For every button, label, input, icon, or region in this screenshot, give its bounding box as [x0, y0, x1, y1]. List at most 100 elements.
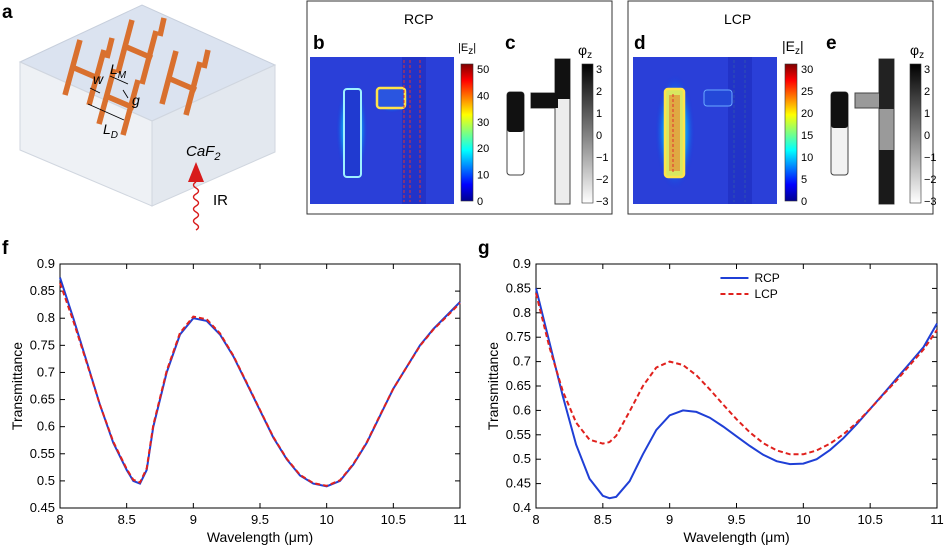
- lcp-field-map: [633, 57, 777, 204]
- x-tick-label: 10: [796, 512, 810, 527]
- y-tick-label: 0.7: [513, 354, 531, 369]
- antenna-array: [62, 17, 211, 136]
- x-tick-label: 8: [532, 512, 539, 527]
- x-tick-label: 9: [666, 512, 673, 527]
- schematic: w LM g LD CaF2 IR: [18, 4, 277, 231]
- y-axis-label: Transmittance: [9, 342, 25, 430]
- y-tick-label: 0.5: [37, 473, 55, 488]
- rcp-phi-colorbar-label: φz: [578, 42, 592, 61]
- panel-label-f: f: [2, 238, 9, 259]
- x-tick-label: 11: [930, 512, 944, 527]
- lcp-phi-tick: −3: [924, 196, 937, 208]
- x-axis-label: Wavelength (μm): [683, 529, 789, 545]
- ir-label: IR: [213, 192, 228, 209]
- panel-label-a: a: [2, 2, 13, 23]
- rcp-phi-tick: −3: [596, 196, 609, 208]
- legend-label-lcp: LCP: [754, 287, 777, 301]
- y-tick-label: 0.75: [506, 329, 531, 344]
- y-tick-label: 0.75: [30, 337, 55, 352]
- chart-g-plot-area: [535, 263, 938, 509]
- lcp-e-colorbar-ticks: 30 25 20 15 10 5 0: [801, 64, 813, 208]
- lcp-e-tick: 10: [801, 152, 813, 164]
- chart-f: 8 8.5 9 9.5 10 10.5 11 0.45 0.5 0.55 0.6 0.65 0.7 0.7…: [9, 256, 467, 545]
- rcp-phi-tick: −2: [596, 174, 609, 186]
- rcp-phi-tick: 1: [596, 108, 602, 120]
- chart-g: 8 8.5 9 9.5 10 10.5 11 0.4 0.45 0.5 0.55 0.6 0.65 0.7…: [485, 256, 944, 545]
- y-tick-label: 0.5: [513, 451, 531, 466]
- rcp-e-tick: 10: [477, 170, 489, 182]
- rcp-phi-tick: 0: [596, 130, 602, 142]
- lcp-phi-tick: 1: [924, 108, 930, 120]
- lcp-phi-tick: −2: [924, 174, 937, 186]
- x-tick-label: 10: [319, 512, 333, 527]
- x-tick-label: 10.5: [858, 512, 883, 527]
- lcp-e-tick: 15: [801, 130, 813, 142]
- ir-beam-wave: [192, 181, 200, 231]
- y-tick-label: 0.65: [506, 378, 531, 393]
- lcp-phi-colorbar: [909, 63, 922, 204]
- y-tick-label: 0.55: [30, 446, 55, 461]
- rcp-phi-tick: 3: [596, 64, 602, 76]
- chart-f-plot-area: [59, 263, 461, 509]
- lcp-title: LCP: [724, 11, 751, 27]
- dim-g-label: g: [132, 92, 140, 108]
- lcp-e-tick: 20: [801, 108, 813, 120]
- substrate-label: CaF2: [186, 143, 220, 163]
- x-tick-label: 9.5: [251, 512, 269, 527]
- rcp-phi-colorbar-ticks: 3 2 1 0 −1 −2 −3: [596, 64, 609, 208]
- rcp-phi-tick: −1: [596, 152, 609, 164]
- series-line-rcp: [59, 277, 461, 488]
- x-tick-label: 8.5: [594, 512, 612, 527]
- y-tick-label: 0.4: [513, 500, 531, 515]
- panel-label-c: c: [505, 33, 516, 54]
- rcp-phi-tick: 2: [596, 86, 602, 98]
- rcp-e-tick: 40: [477, 90, 489, 102]
- rcp-e-colorbar-label: |Ez|: [458, 42, 476, 57]
- panel-label-b: b: [313, 33, 325, 54]
- y-axis-label: Transmittance: [485, 342, 501, 430]
- dim-ld-label: LD: [103, 121, 118, 141]
- rcp-phase-map: [506, 58, 571, 205]
- rcp-e-tick: 0: [477, 196, 483, 208]
- y-tick-label: 0.45: [506, 476, 531, 491]
- lcp-phi-tick: 3: [924, 64, 930, 76]
- dim-w-label: w: [93, 71, 104, 87]
- dimension-marks: [87, 75, 129, 121]
- series-line-lcp: [59, 282, 461, 487]
- x-tick-label: 10.5: [381, 512, 406, 527]
- x-tick-label: 9.5: [727, 512, 745, 527]
- rcp-phi-colorbar: [581, 63, 594, 204]
- y-tick-label: 0.65: [30, 392, 55, 407]
- ir-beam-arrowhead: [188, 162, 204, 182]
- y-tick-label: 0.55: [506, 427, 531, 442]
- lcp-e-tick: 0: [801, 196, 807, 208]
- rcp-e-tick: 30: [477, 117, 489, 129]
- y-tick-label: 0.85: [30, 283, 55, 298]
- rcp-e-tick: 50: [477, 64, 489, 76]
- y-tick-label: 0.6: [37, 419, 55, 434]
- lcp-phi-tick: 0: [924, 130, 930, 142]
- lcp-phi-colorbar-label: φz: [910, 42, 924, 61]
- lcp-e-tick: 5: [801, 174, 807, 186]
- y-tick-label: 0.6: [513, 402, 531, 417]
- panel-label-d: d: [634, 33, 646, 54]
- y-tick-label: 0.45: [30, 500, 55, 515]
- rcp-e-tick: 20: [477, 143, 489, 155]
- lcp-e-tick: 25: [801, 86, 813, 98]
- lcp-phi-tick: −1: [924, 152, 937, 164]
- y-tick-label: 0.8: [37, 310, 55, 325]
- rcp-title: RCP: [404, 11, 434, 27]
- lcp-e-colorbar-label: |Ez|: [782, 38, 804, 57]
- y-tick-label: 0.85: [506, 280, 531, 295]
- lcp-phase-map: [830, 58, 895, 205]
- legend-label-rcp: RCP: [754, 271, 779, 285]
- dim-lm-label: LM: [110, 61, 127, 81]
- lcp-phi-tick: 2: [924, 86, 930, 98]
- y-tick-label: 0.7: [37, 364, 55, 379]
- x-tick-label: 8: [56, 512, 63, 527]
- lcp-e-colorbar: [784, 63, 798, 202]
- x-tick-label: 11: [453, 512, 467, 527]
- y-tick-label: 0.8: [513, 305, 531, 320]
